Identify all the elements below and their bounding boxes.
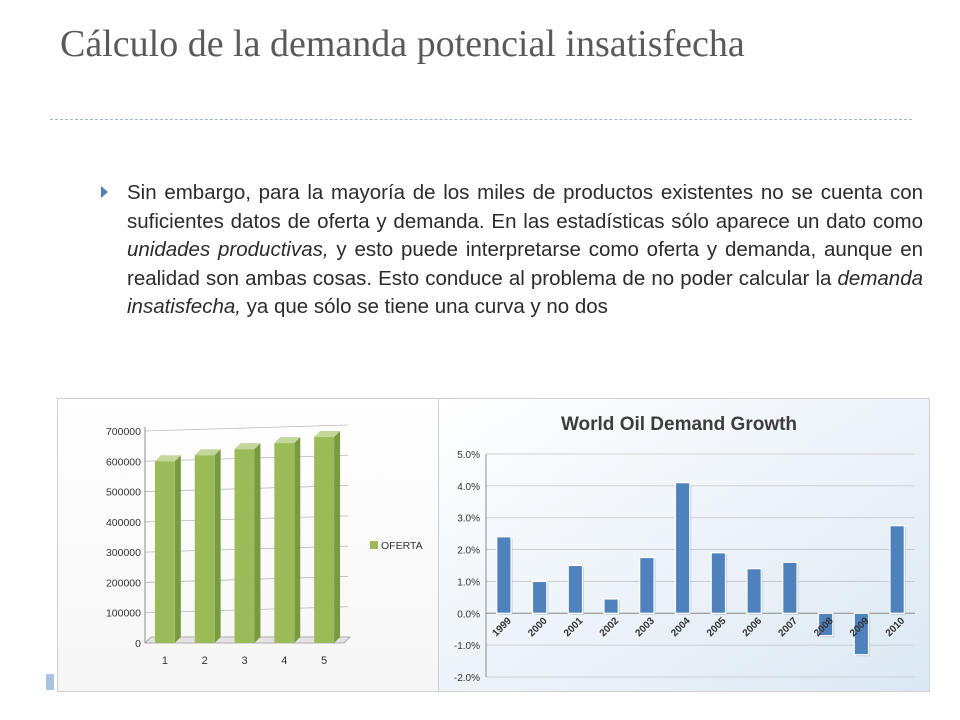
title-divider <box>50 119 912 120</box>
bar <box>639 556 655 614</box>
bullet-text: Sin embargo, para la mayoría de los mile… <box>127 179 923 322</box>
bullet-text-part-1: Sin embargo, para la mayoría de los mile… <box>127 181 923 233</box>
world-oil-demand-chart-svg: World Oil Demand Growth -2.0% -1.0% 0.0% 1.0… <box>439 399 929 691</box>
bullet-arrow-icon <box>101 186 108 198</box>
x-tick-label: 3 <box>241 655 247 667</box>
y-tick-label: 3.0% <box>457 514 480 525</box>
bullet-emphasis-unidades: unidades productivas, <box>127 238 329 261</box>
bullet-emphasis-demanda: demanda insatisfecha, <box>127 266 923 319</box>
bar <box>853 612 870 656</box>
bar <box>154 461 175 643</box>
y-tick-label: 5.0% <box>457 450 480 461</box>
slide-title: Cálculo de la demanda potencial insatisf… <box>60 23 745 65</box>
bar <box>314 437 335 643</box>
bar-side <box>254 443 261 643</box>
x-tick-label: 4 <box>281 655 287 667</box>
bar <box>674 482 691 614</box>
bar <box>603 598 619 614</box>
y-tick-label: 700000 <box>106 426 141 438</box>
oferta-chart: 0 100000 200000 300000 400000 500000 600000 700… <box>57 398 440 692</box>
bar <box>782 561 798 614</box>
bar-side <box>294 437 301 643</box>
y-tick-label: 600000 <box>106 456 141 468</box>
y-tick-label: 1.0% <box>457 577 480 588</box>
x-tick-label: 1 <box>162 655 168 667</box>
bar <box>746 568 762 614</box>
y-tick-label: 300000 <box>106 547 141 559</box>
y-tick-label: -2.0% <box>454 673 480 684</box>
bar-side <box>214 449 221 643</box>
legend-label: OFERTA <box>381 540 423 552</box>
y-tick-label: 400000 <box>106 517 141 529</box>
bar <box>274 443 295 643</box>
y-tick-label: 100000 <box>106 608 141 620</box>
bar <box>710 552 727 614</box>
bar <box>194 455 215 643</box>
bullet-text-part-3: ya que sólo se tiene una curva y no dos <box>240 295 608 318</box>
y-tick-label: 200000 <box>106 577 141 589</box>
bar-side <box>174 455 181 643</box>
legend-swatch <box>370 541 378 549</box>
bar <box>817 612 834 637</box>
bar-side <box>334 431 341 643</box>
bullet-text-part-2: y esto puede interpretarse como oferta y… <box>127 238 923 290</box>
y-tick-label: 0 <box>135 638 141 650</box>
bar <box>889 525 905 614</box>
y-tick-label: 2.0% <box>457 546 480 557</box>
world-oil-demand-chart: World Oil Demand Growth -2.0% -1.0% 0.0% 1.0… <box>438 398 930 692</box>
y-tick-label: -1.0% <box>454 641 480 652</box>
bar <box>567 564 584 614</box>
bar-top <box>314 431 341 438</box>
bar-top <box>194 449 221 456</box>
bar-top <box>274 437 301 444</box>
oferta-chart-svg: 0 100000 200000 300000 400000 500000 600000 700… <box>106 424 423 667</box>
bar-top <box>154 455 181 462</box>
bar <box>234 449 255 643</box>
bar <box>496 536 512 614</box>
bar-top <box>234 443 261 450</box>
bar <box>531 580 548 614</box>
chart-title: World Oil Demand Growth <box>561 414 797 435</box>
x-tick-label: 2 <box>202 655 208 667</box>
y-tick-label: 500000 <box>106 487 141 499</box>
y-tick-label: 4.0% <box>457 482 480 493</box>
x-tick-label: 5 <box>321 655 327 667</box>
slide-corner-accent-icon <box>46 674 54 690</box>
gridline <box>144 424 349 432</box>
y-tick-label: 0.0% <box>457 609 480 620</box>
